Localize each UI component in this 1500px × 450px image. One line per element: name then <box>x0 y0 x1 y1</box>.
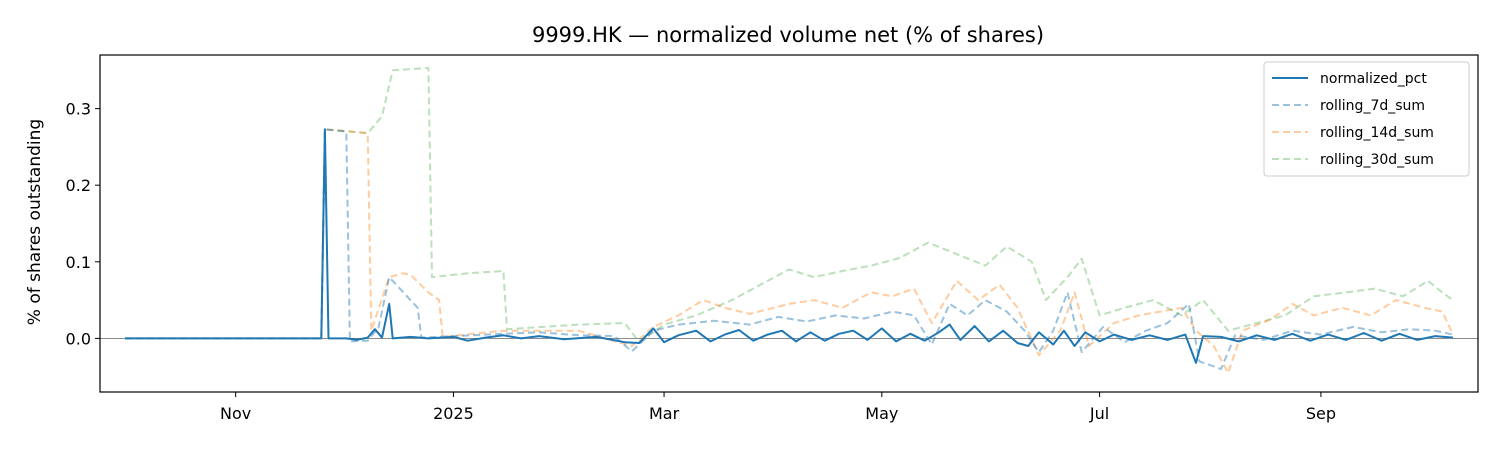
series-line-rolling-7d-sum <box>125 128 1454 370</box>
x-tick-label: Nov <box>220 404 251 423</box>
legend-box <box>1263 61 1470 177</box>
plot-area <box>100 67 1478 374</box>
x-tick-label: 2025 <box>433 404 474 423</box>
y-tick-label: 0.1 <box>66 253 91 272</box>
series-line-normalized-pct <box>125 128 1454 364</box>
x-tick-label: Jul <box>1089 404 1109 423</box>
series-line-rolling-30d-sum <box>125 67 1454 344</box>
series-line-rolling-14d-sum <box>125 128 1454 374</box>
legend-label: normalized_pct <box>1320 71 1427 87</box>
legend-label: rolling_14d_sum <box>1320 125 1434 141</box>
x-tick-label: Sep <box>1306 404 1336 423</box>
y-axis-label: % of shares outstanding <box>25 119 45 325</box>
legend-label: rolling_7d_sum <box>1320 98 1425 114</box>
y-tick-label: 0.0 <box>66 329 91 348</box>
x-tick-label: Mar <box>649 404 680 423</box>
plot-frame <box>99 54 1479 393</box>
chart-title: 9999.HK — normalized volume net (% of sh… <box>532 23 1044 47</box>
legend-label: rolling_30d_sum <box>1320 152 1434 168</box>
y-tick-label: 0.3 <box>66 100 91 119</box>
x-tick-label: May <box>865 404 898 423</box>
y-tick-label: 0.2 <box>66 176 91 195</box>
legend: normalized_pct rolling_7d_sum rolling_14d_… <box>1263 61 1470 177</box>
